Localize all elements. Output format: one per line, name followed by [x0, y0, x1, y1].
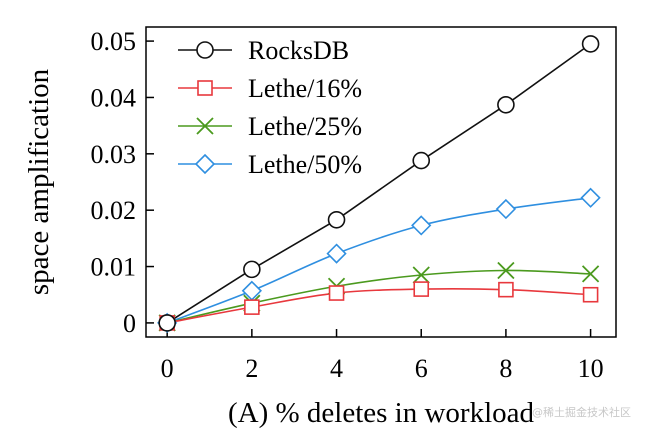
legend-label: Lethe/16%	[248, 74, 362, 103]
legend-label: Lethe/50%	[248, 150, 362, 179]
x-tick-label: 2	[245, 354, 258, 383]
series-line-Lethe/25%	[166, 269, 591, 324]
y-tick-label: 0.03	[91, 140, 137, 169]
plot-frame	[145, 26, 617, 338]
x-tick-label: 4	[330, 354, 343, 383]
data-point-circle	[497, 95, 515, 114]
data-point-square	[413, 281, 430, 297]
data-point-square	[328, 285, 345, 301]
legend-marker	[196, 117, 214, 135]
data-point-circle	[327, 210, 346, 229]
data-point-x	[412, 266, 430, 284]
x-tick-label: 6	[415, 354, 428, 383]
y-tick-label: 0.04	[91, 83, 137, 112]
y-axis-label: space amplification	[23, 68, 55, 295]
data-point-circle	[243, 260, 261, 279]
data-point-diamond	[411, 215, 432, 236]
data-point-diamond	[326, 243, 347, 264]
data-point-square	[582, 286, 599, 303]
data-point-square	[498, 281, 514, 298]
y-tick-label: 0.05	[91, 27, 137, 56]
watermark: @稀土掘金技术社区	[532, 406, 631, 419]
data-point-x	[581, 265, 600, 283]
y-tick-label: 0.02	[91, 196, 137, 225]
x-axis-label: (A) % deletes in workload	[228, 397, 535, 429]
legend-marker	[197, 80, 213, 96]
data-point-circle	[581, 35, 600, 53]
data-point-diamond	[495, 198, 517, 220]
series-line-Lethe/50%	[166, 196, 591, 324]
legend: RocksDB Lethe/16% Lethe/25% Lethe/50%	[178, 36, 362, 179]
data-point-square	[244, 299, 260, 315]
legend-label: Lethe/25%	[248, 112, 362, 141]
series-line-RocksDB	[166, 43, 592, 324]
data-point-circle	[158, 314, 176, 332]
legend-label: RocksDB	[248, 36, 349, 65]
legend-marker	[196, 41, 214, 59]
legend-marker	[194, 153, 216, 175]
x-tick-label: 0	[161, 354, 174, 383]
x-tick-label: 8	[499, 354, 512, 383]
data-point-diamond	[580, 187, 601, 208]
data-point-x	[497, 261, 515, 280]
series-line-Lethe/16%	[167, 287, 591, 324]
data-point-circle	[412, 151, 431, 170]
y-tick-label: 0.01	[91, 253, 137, 282]
x-tick-label: 10	[578, 354, 604, 383]
y-tick-label: 0	[123, 309, 136, 338]
